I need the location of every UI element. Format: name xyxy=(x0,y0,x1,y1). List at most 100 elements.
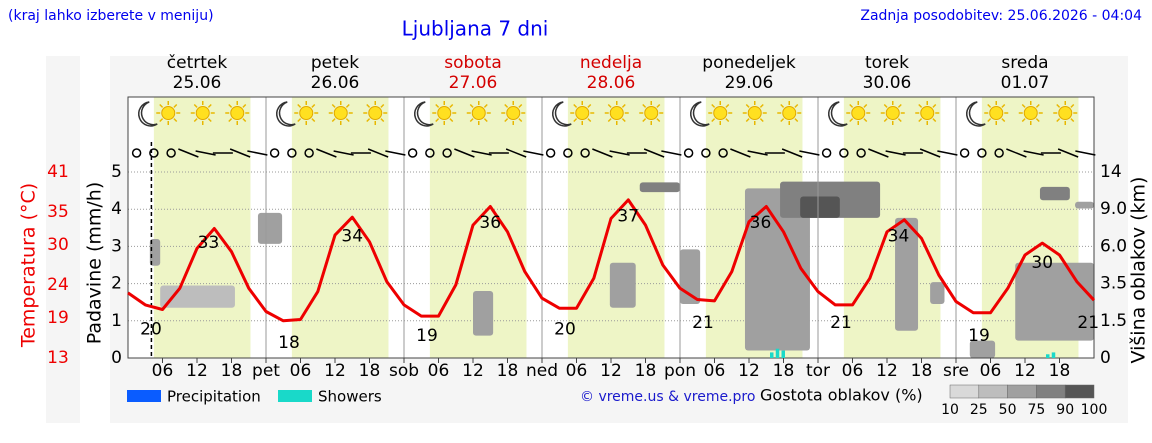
x-tick-label: pon xyxy=(664,361,696,381)
sun-ray xyxy=(794,103,799,108)
wind-barb xyxy=(781,148,803,158)
precip-bar xyxy=(781,350,785,358)
day-date: 29.06 xyxy=(725,73,774,93)
precip-bar xyxy=(775,348,780,358)
temp-value-label: 21 xyxy=(1077,313,1099,333)
sun-ray xyxy=(932,103,937,108)
sun-ray xyxy=(1035,103,1040,108)
wind-barb xyxy=(333,150,354,156)
sun-ray xyxy=(725,103,730,108)
wind-barb xyxy=(730,148,751,158)
temp-value-label: 21 xyxy=(830,313,852,333)
temp-tick-label: 41 xyxy=(47,162,69,182)
sun-icon xyxy=(437,106,452,120)
legend-label: Showers xyxy=(318,388,382,406)
sun-ray xyxy=(642,103,647,108)
sun-icon xyxy=(299,106,314,120)
sun-ray xyxy=(297,118,302,123)
temp-value-label: 20 xyxy=(554,320,576,340)
temp-value-label: 18 xyxy=(278,333,300,353)
sun-ray xyxy=(435,103,440,108)
sun-icon xyxy=(713,106,728,120)
cloud-scale-title: Gostota oblakov (%) xyxy=(760,386,923,405)
sun-icon xyxy=(368,106,383,120)
sun-ray xyxy=(380,118,385,123)
sun-ray xyxy=(469,103,474,108)
sun-ray xyxy=(607,103,612,108)
sun-icon xyxy=(644,106,659,120)
sun-ray xyxy=(311,118,316,123)
moon-icon xyxy=(828,101,848,127)
cloud-block xyxy=(639,182,680,193)
sun-ray xyxy=(159,118,164,123)
sun-ray xyxy=(1001,103,1006,108)
wind-barb xyxy=(643,148,665,158)
sun-ray xyxy=(587,118,592,123)
sun-ray xyxy=(573,103,578,108)
sun-ray xyxy=(759,118,764,123)
moon-icon xyxy=(690,101,710,127)
wind-barb xyxy=(471,150,492,156)
wind-barb xyxy=(747,150,768,156)
cloud-scale-label: 50 xyxy=(999,402,1017,418)
cloud-block xyxy=(473,291,494,336)
sun-icon xyxy=(782,106,797,120)
wind-calm xyxy=(304,148,314,158)
sun-ray xyxy=(849,103,854,108)
precip-bar xyxy=(770,352,774,358)
wind-barb xyxy=(1057,148,1079,158)
sun-ray xyxy=(863,118,868,123)
sun-ray xyxy=(435,118,440,123)
x-tick-label: 06 xyxy=(290,361,312,381)
sun-icon xyxy=(471,106,486,120)
sun-ray xyxy=(656,118,661,123)
sun-ray xyxy=(366,103,371,108)
wind-calm xyxy=(839,148,849,158)
wind-barb xyxy=(1023,150,1044,156)
temp-value-label: 36 xyxy=(479,213,501,233)
wind-calm xyxy=(287,148,297,158)
wind-barb xyxy=(609,150,630,156)
sun-ray xyxy=(780,103,785,108)
sun-ray xyxy=(504,103,509,108)
cloud-scale-label: 90 xyxy=(1056,402,1074,418)
sun-ray xyxy=(504,118,509,123)
x-tick-label: 06 xyxy=(152,361,174,381)
sun-ray xyxy=(1035,118,1040,123)
cloud-scale-swatch xyxy=(1064,384,1095,399)
wind-barb xyxy=(385,150,406,156)
cloud-scale-label: 10 xyxy=(941,402,959,418)
sun-ray xyxy=(159,103,164,108)
sun-ray xyxy=(897,118,902,123)
left-panel xyxy=(46,56,80,423)
wind-barb xyxy=(367,148,389,158)
sun-ray xyxy=(193,103,198,108)
page-title: Ljubljana 7 dni xyxy=(402,17,549,41)
y-tick-label: 1 xyxy=(111,311,122,331)
wind-barb xyxy=(868,148,889,158)
sun-ray xyxy=(345,103,350,108)
x-tick-label: sob xyxy=(389,361,419,381)
cloud-block xyxy=(930,282,945,305)
y2-tick-label: 0 xyxy=(1100,348,1111,368)
x-tick-label: 18 xyxy=(221,361,243,381)
wind-calm xyxy=(977,148,987,158)
sun-icon xyxy=(575,106,590,120)
sun-ray xyxy=(607,118,612,123)
sun-ray xyxy=(780,118,785,123)
sun-ray xyxy=(918,103,923,108)
cloud-scale-swatch xyxy=(1007,384,1037,399)
wind-barb xyxy=(454,148,475,158)
temp-value-label: 30 xyxy=(1031,253,1053,273)
x-tick-label: 06 xyxy=(842,361,864,381)
sun-icon xyxy=(161,106,176,120)
sun-ray xyxy=(642,118,647,123)
x-tick-label: 12 xyxy=(186,361,208,381)
temp-tick-label: 19 xyxy=(47,308,69,328)
daylight-band xyxy=(153,97,251,358)
day-date: 30.06 xyxy=(863,73,912,93)
wind-barb xyxy=(505,148,527,158)
daylight-band xyxy=(567,97,665,358)
day-name: petek xyxy=(311,53,359,73)
wind-barb xyxy=(316,148,337,158)
